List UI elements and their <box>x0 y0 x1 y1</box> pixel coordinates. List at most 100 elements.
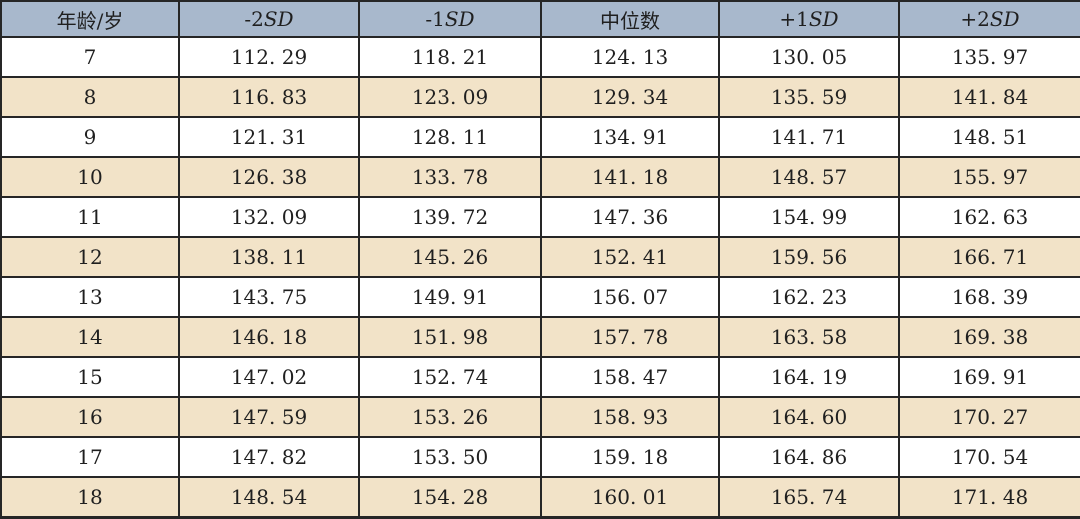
header-text: -1 <box>425 7 445 31</box>
value-cell: 162. 23 <box>718 276 900 318</box>
value-cell: 153. 26 <box>358 396 542 438</box>
value-cell: 133. 78 <box>358 156 542 198</box>
value-cell: 157. 78 <box>540 316 720 358</box>
value-cell: 166. 71 <box>898 236 1080 278</box>
age-cell: 8 <box>0 76 180 118</box>
value-cell: 164. 19 <box>718 356 900 398</box>
value-cell: 156. 07 <box>540 276 720 318</box>
value-cell: 143. 75 <box>178 276 360 318</box>
value-cell: 141. 84 <box>898 76 1080 118</box>
value-cell: 169. 38 <box>898 316 1080 358</box>
age-cell: 13 <box>0 276 180 318</box>
value-cell: 147. 36 <box>540 196 720 238</box>
header-italic: SD <box>808 7 839 31</box>
value-cell: 151. 98 <box>358 316 542 358</box>
value-cell: 123. 09 <box>358 76 542 118</box>
value-cell: 118. 21 <box>358 36 542 78</box>
value-cell: 134. 91 <box>540 116 720 158</box>
value-cell: 154. 28 <box>358 476 542 518</box>
value-cell: 139. 72 <box>358 196 542 238</box>
table-row: 10 126. 38 133. 78 141. 18 148. 57 155. … <box>0 156 1080 198</box>
age-cell: 9 <box>0 116 180 158</box>
header-text: -2 <box>244 7 264 31</box>
value-cell: 159. 18 <box>540 436 720 478</box>
value-cell: 130. 05 <box>718 36 900 78</box>
value-cell: 170. 27 <box>898 396 1080 438</box>
value-cell: 162. 63 <box>898 196 1080 238</box>
value-cell: 126. 38 <box>178 156 360 198</box>
age-cell: 15 <box>0 356 180 398</box>
age-cell: 11 <box>0 196 180 238</box>
value-cell: 168. 39 <box>898 276 1080 318</box>
value-cell: 145. 26 <box>358 236 542 278</box>
value-cell: 152. 74 <box>358 356 542 398</box>
table-row: 8 116. 83 123. 09 129. 34 135. 59 141. 8… <box>0 76 1080 118</box>
value-cell: 148. 57 <box>718 156 900 198</box>
value-cell: 121. 31 <box>178 116 360 158</box>
value-cell: 170. 54 <box>898 436 1080 478</box>
value-cell: 164. 86 <box>718 436 900 478</box>
value-cell: 160. 01 <box>540 476 720 518</box>
header-text: 中位数 <box>600 8 660 33</box>
value-cell: 132. 09 <box>178 196 360 238</box>
value-cell: 158. 93 <box>540 396 720 438</box>
value-cell: 141. 18 <box>540 156 720 198</box>
age-cell: 7 <box>0 36 180 78</box>
value-cell: 146. 18 <box>178 316 360 358</box>
age-cell: 16 <box>0 396 180 438</box>
table-row: 16 147. 59 153. 26 158. 93 164. 60 170. … <box>0 396 1080 438</box>
value-cell: 129. 34 <box>540 76 720 118</box>
value-cell: 128. 11 <box>358 116 542 158</box>
column-header-plus1sd: +1SD <box>718 0 900 38</box>
value-cell: 153. 50 <box>358 436 542 478</box>
value-cell: 124. 13 <box>540 36 720 78</box>
column-header-minus2sd: -2SD <box>178 0 360 38</box>
table-row: 7 112. 29 118. 21 124. 13 130. 05 135. 9… <box>0 36 1080 78</box>
table-row: 11 132. 09 139. 72 147. 36 154. 99 162. … <box>0 196 1080 238</box>
value-cell: 155. 97 <box>898 156 1080 198</box>
value-cell: 171. 48 <box>898 476 1080 518</box>
column-header-median: 中位数 <box>540 0 720 38</box>
value-cell: 147. 02 <box>178 356 360 398</box>
table-row: 13 143. 75 149. 91 156. 07 162. 23 168. … <box>0 276 1080 318</box>
value-cell: 147. 59 <box>178 396 360 438</box>
header-italic: SD <box>989 7 1020 31</box>
value-cell: 163. 58 <box>718 316 900 358</box>
header-text: +1 <box>779 7 809 31</box>
header-italic: SD <box>263 7 294 31</box>
table-row: 14 146. 18 151. 98 157. 78 163. 58 169. … <box>0 316 1080 358</box>
value-cell: 148. 51 <box>898 116 1080 158</box>
table-row: 12 138. 11 145. 26 152. 41 159. 56 166. … <box>0 236 1080 278</box>
value-cell: 116. 83 <box>178 76 360 118</box>
value-cell: 165. 74 <box>718 476 900 518</box>
column-header-minus1sd: -1SD <box>358 0 542 38</box>
value-cell: 149. 91 <box>358 276 542 318</box>
value-cell: 135. 59 <box>718 76 900 118</box>
table-row: 17 147. 82 153. 50 159. 18 164. 86 170. … <box>0 436 1080 478</box>
age-cell: 14 <box>0 316 180 358</box>
value-cell: 138. 11 <box>178 236 360 278</box>
table-row: 18 148. 54 154. 28 160. 01 165. 74 171. … <box>0 476 1080 518</box>
column-header-age: 年龄/岁 <box>0 0 180 38</box>
header-italic: SD <box>444 7 475 31</box>
value-cell: 158. 47 <box>540 356 720 398</box>
value-cell: 135. 97 <box>898 36 1080 78</box>
age-cell: 12 <box>0 236 180 278</box>
table-row: 15 147. 02 152. 74 158. 47 164. 19 169. … <box>0 356 1080 398</box>
age-cell: 17 <box>0 436 180 478</box>
value-cell: 141. 71 <box>718 116 900 158</box>
header-text: 年龄/岁 <box>56 8 124 33</box>
value-cell: 147. 82 <box>178 436 360 478</box>
value-cell: 148. 54 <box>178 476 360 518</box>
value-cell: 159. 56 <box>718 236 900 278</box>
header-text: +2 <box>960 7 990 31</box>
age-cell: 18 <box>0 476 180 518</box>
table-row: 9 121. 31 128. 11 134. 91 141. 71 148. 5… <box>0 116 1080 158</box>
age-cell: 10 <box>0 156 180 198</box>
value-cell: 154. 99 <box>718 196 900 238</box>
header-row: 年龄/岁 -2SD -1SD 中位数 +1SD +2SD <box>0 0 1080 38</box>
value-cell: 164. 60 <box>718 396 900 438</box>
value-cell: 112. 29 <box>178 36 360 78</box>
column-header-plus2sd: +2SD <box>898 0 1080 38</box>
